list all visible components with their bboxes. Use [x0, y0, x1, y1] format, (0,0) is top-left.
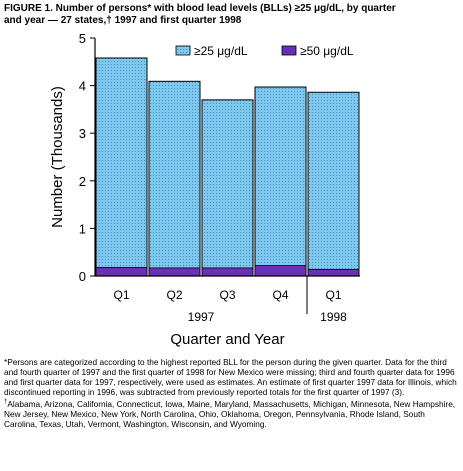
- bar-ge50: [95, 267, 148, 277]
- bar-ge50: [254, 265, 307, 277]
- y-tick-label: 5: [79, 31, 86, 46]
- year-label: 1998: [320, 310, 347, 324]
- legend-swatch-ge25: [175, 45, 191, 56]
- figure-title-line2: and year — 27 states,† 1997 and first qu…: [4, 15, 242, 26]
- plot-area: 0 1 2 3 4 5 Q1 Q2 Q3 Q4 Q1 1997 1998 Quarter and Year…: [49, 31, 360, 348]
- footnote-states: †Alabama, Arizona, California, Connectic…: [4, 397, 458, 429]
- bar-chart: 0 1 2 3 4 5 Q1 Q2 Q3 Q4 Q1 1997 1998 Quarter and Year…: [49, 31, 360, 348]
- x-tick-label: Q1: [113, 288, 129, 302]
- x-tick-label: Q1: [325, 288, 341, 302]
- legend-label-ge25: ≥25 μg/dL: [194, 44, 248, 58]
- bar-ge25: [254, 86, 307, 277]
- footnote-persons: *Persons are categorized according to th…: [4, 357, 457, 397]
- dagger-mark: †: [4, 399, 8, 405]
- y-tick-label: 2: [79, 174, 86, 189]
- figure-title-line1: FIGURE 1. Number of persons* with blood …: [4, 3, 396, 14]
- footnote-states-text: Alabama, Arizona, California, Connecticu…: [4, 398, 456, 429]
- y-axis-title: Number (Thousands): [49, 86, 66, 228]
- y-tick-label: 4: [79, 79, 86, 94]
- figure-title: FIGURE 1. Number of persons* with blood …: [4, 3, 459, 27]
- bar-ge25: [95, 57, 148, 277]
- y-tick-label: 3: [79, 126, 86, 141]
- year-label: 1997: [188, 310, 215, 324]
- footnotes: *Persons are categorized according to th…: [4, 357, 458, 429]
- legend-swatch-ge50: [281, 45, 297, 56]
- bar-ge25: [307, 91, 360, 277]
- y-tick-label: 0: [79, 269, 86, 284]
- legend-label-ge50: ≥50 μg/dL: [300, 44, 354, 58]
- bar-ge50: [201, 267, 254, 277]
- x-axis-title: Quarter and Year: [170, 331, 284, 348]
- bar-ge50: [148, 267, 201, 277]
- bar-ge50: [307, 268, 360, 277]
- x-tick-label: Q4: [272, 288, 288, 302]
- bar-ge25: [148, 80, 201, 277]
- y-tick-label: 1: [79, 221, 86, 236]
- x-tick-label: Q2: [166, 288, 182, 302]
- x-tick-label: Q3: [219, 288, 235, 302]
- bar-ge25: [201, 99, 254, 277]
